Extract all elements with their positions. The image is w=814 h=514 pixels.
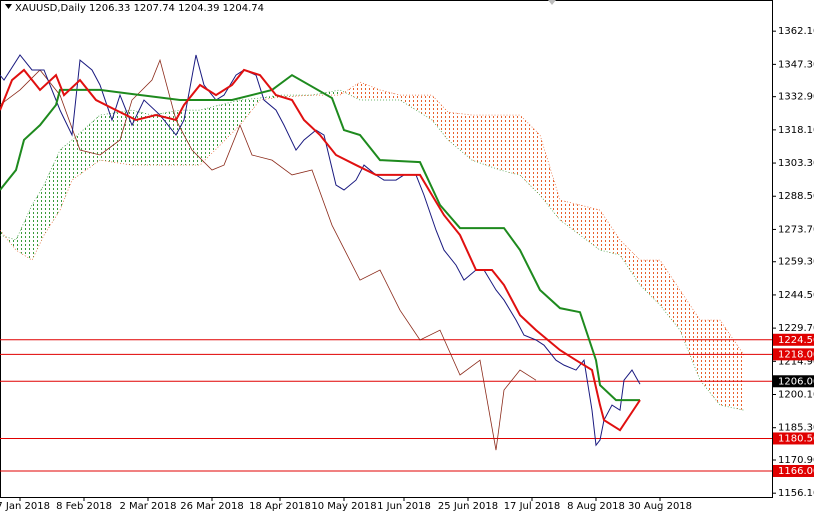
cloud-segment	[660, 260, 680, 331]
y-tick-label: 1214.90	[778, 356, 814, 367]
cloud-segment	[312, 89, 340, 96]
cloud-segment	[340, 82, 360, 101]
x-tick-label: 2 Mar 2018	[119, 501, 176, 512]
y-tick-label: 1244.50	[778, 290, 814, 301]
plot-frame	[0, 0, 773, 498]
y-tick-label: 1288.50	[778, 191, 814, 202]
cloud-segment	[100, 110, 132, 166]
axes: 1156.10 1170.90 1185.30 1200.10 1214.90 1229.…	[0, 26, 814, 512]
menu-arrow	[5, 4, 12, 9]
x-tick-label: 8 Aug 2018	[567, 501, 625, 512]
x-tick-label: 10 May 2018	[311, 501, 376, 512]
cloud-edge	[0, 81, 745, 356]
x-tick-label: 26 Mar 2018	[180, 501, 243, 512]
y-tick-label: 1200.10	[778, 390, 814, 401]
y-tick-label: 1332.90	[778, 92, 814, 103]
level-label-box	[773, 375, 814, 388]
chart-title: XAUUSD,Daily 1206.33 1207.74 1204.39 120…	[15, 3, 264, 14]
level-label-box	[773, 432, 814, 445]
x-tick-label: 17 Jul 2018	[504, 501, 561, 512]
y-tick-label: 1156.10	[778, 488, 814, 499]
indicator-line	[0, 58, 537, 451]
level-label: 1206.00	[778, 376, 814, 387]
cloud-segment	[560, 200, 580, 236]
cloud-segment	[640, 260, 660, 306]
x-tick-label: 25 Jun 2018	[438, 501, 498, 512]
level-label: 1218.00	[778, 349, 814, 360]
cloud-segment	[500, 115, 520, 176]
cloud-segment	[152, 110, 180, 166]
cloud-segment	[540, 135, 560, 221]
y-tick-label: 1273.70	[778, 224, 814, 235]
x-tick-label: 8 Feb 2018	[56, 501, 112, 512]
y-tick-label: 1170.90	[778, 455, 814, 466]
cloud-segment	[720, 320, 744, 411]
plot-area	[0, 54, 772, 472]
cloud-segment	[260, 95, 280, 101]
y-tick-label: 1303.30	[778, 158, 814, 169]
indicator-line	[0, 68, 641, 432]
cloud-segment	[680, 289, 700, 381]
cloud-segment	[220, 100, 240, 146]
cloud-segment	[180, 110, 200, 166]
cloud-segment	[72, 115, 100, 181]
cloud-segment	[200, 104, 220, 166]
y-tick-label: 1347.30	[778, 59, 814, 70]
cloud-segment	[700, 320, 720, 406]
y-tick-label: 1185.30	[778, 423, 814, 434]
cloud-segment	[432, 95, 448, 140]
x-tick-label: 30 Aug 2018	[628, 501, 692, 512]
cloud-segment	[448, 112, 472, 161]
x-tick-label: 1 Jun 2018	[377, 501, 431, 512]
cloud-segment	[520, 115, 540, 196]
indicator-line	[0, 54, 641, 447]
cloud-segment	[400, 95, 432, 120]
cloud-segment	[32, 185, 44, 261]
level-label-box	[773, 348, 814, 361]
cloud-segment	[580, 204, 600, 251]
indicator-line	[0, 73, 640, 402]
cloud-segment	[44, 150, 60, 236]
cloud-segment	[280, 95, 312, 98]
y-tick-label: 1229.70	[778, 323, 814, 334]
y-tick-label: 1362.10	[778, 26, 814, 37]
cloud-segment	[472, 115, 500, 171]
cloud-segment	[360, 82, 380, 101]
cloud-segment	[600, 210, 620, 256]
level-label-box	[773, 333, 814, 346]
level-label: 1224.50	[778, 335, 814, 346]
cloud-segment	[60, 139, 72, 211]
y-tick-label: 1318.10	[778, 125, 814, 136]
x-tick-label: 18 Apr 2018	[249, 501, 311, 512]
marker	[548, 0, 556, 5]
level-label: 1166.00	[778, 466, 814, 477]
x-tick-label: 17 Jan 2018	[0, 501, 50, 512]
level-label-box	[773, 464, 814, 477]
cloud-segment	[132, 110, 152, 166]
cloud-segment	[620, 239, 640, 286]
cloud-segment	[16, 204, 32, 261]
cloud-segment	[380, 89, 400, 101]
y-tick-label: 1259.30	[778, 257, 814, 268]
level-label: 1180.50	[778, 433, 814, 444]
